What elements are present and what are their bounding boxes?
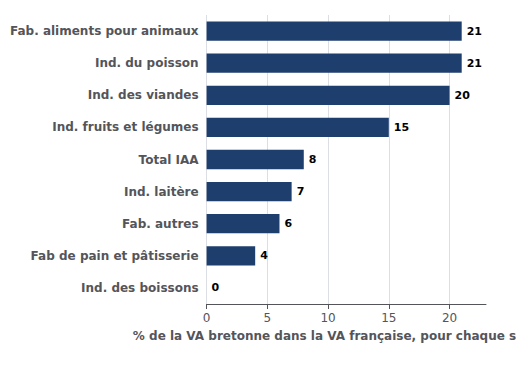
svg-text:21: 21 <box>467 25 482 38</box>
svg-text:15: 15 <box>381 311 396 325</box>
svg-text:20: 20 <box>442 311 457 325</box>
svg-text:Fab de pain et pâtisserie: Fab de pain et pâtisserie <box>31 249 199 263</box>
svg-text:10: 10 <box>320 311 335 325</box>
svg-text:% de la VA bretonne dans la VA: % de la VA bretonne dans la VA française… <box>133 329 516 343</box>
svg-text:5: 5 <box>264 311 272 325</box>
svg-text:Fab. aliments pour animaux: Fab. aliments pour animaux <box>10 24 199 38</box>
svg-text:15: 15 <box>394 121 409 134</box>
svg-text:8: 8 <box>309 153 317 166</box>
svg-text:Ind. des boissons: Ind. des boissons <box>81 281 199 295</box>
svg-text:Ind. des viandes: Ind. des viandes <box>88 88 199 102</box>
svg-text:Ind. laitère: Ind. laitère <box>124 185 199 199</box>
svg-text:Fab. autres: Fab. autres <box>122 217 199 231</box>
svg-text:4: 4 <box>260 249 268 262</box>
svg-text:0: 0 <box>203 311 211 325</box>
svg-text:6: 6 <box>284 217 292 230</box>
svg-text:21: 21 <box>467 57 482 70</box>
svg-text:Ind. du poisson: Ind. du poisson <box>95 56 199 70</box>
svg-text:7: 7 <box>297 185 305 198</box>
svg-text:20: 20 <box>455 89 471 102</box>
svg-text:0: 0 <box>212 281 220 294</box>
svg-text:Ind. fruits et légumes: Ind. fruits et légumes <box>52 120 198 134</box>
svg-text:Total IAA: Total IAA <box>139 153 200 167</box>
